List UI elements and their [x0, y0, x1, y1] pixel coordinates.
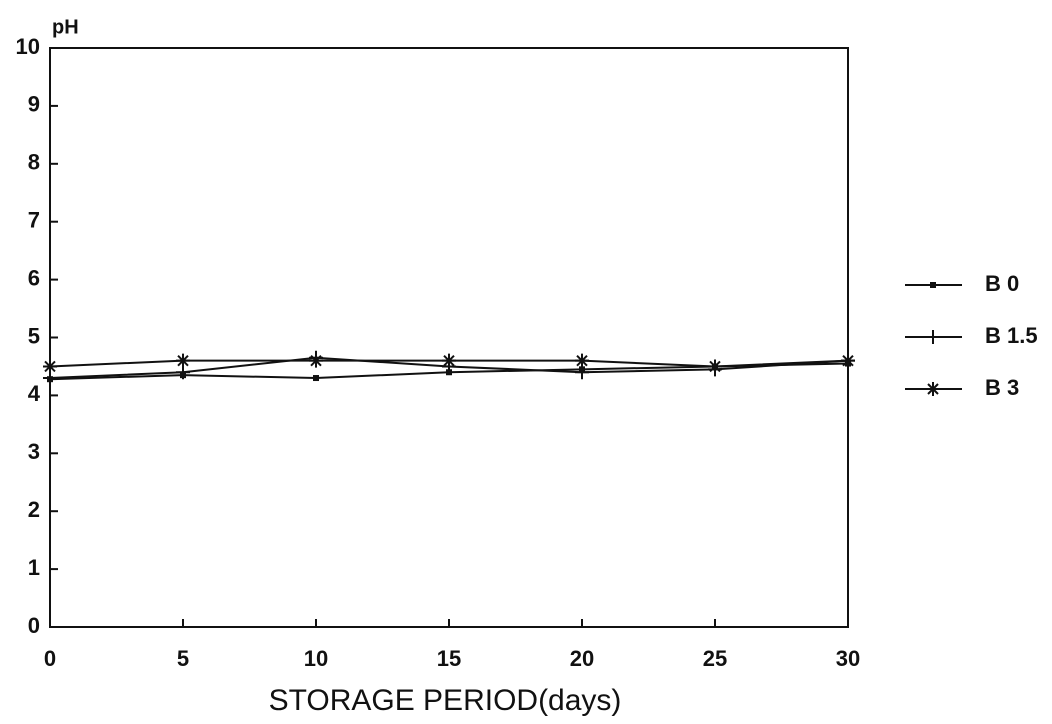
x-tick-label: 20 [570, 646, 594, 671]
y-tick-label: 3 [28, 439, 40, 464]
y-tick-label: 6 [28, 265, 40, 290]
marker [309, 353, 323, 368]
marker [176, 353, 190, 368]
legend-label: B 0 [985, 271, 1019, 296]
y-tick-label: 2 [28, 497, 40, 522]
y-axis-label: pH [52, 16, 79, 38]
y-tick-label: 0 [28, 613, 40, 638]
x-tick-label: 10 [304, 646, 328, 671]
marker [926, 382, 940, 396]
y-tick-label: 7 [28, 208, 40, 233]
marker [926, 330, 940, 344]
x-tick-label: 25 [703, 646, 727, 671]
plot-frame [49, 47, 849, 628]
x-tick-label: 30 [836, 646, 860, 671]
x-axis-label: STORAGE PERIOD(days) [269, 684, 622, 717]
legend-label: B 1.5 [985, 323, 1038, 348]
y-tick-label: 1 [28, 555, 40, 580]
marker [575, 353, 589, 368]
y-tick-label: 10 [16, 34, 40, 59]
x-tick-label: 5 [177, 646, 189, 671]
marker [313, 375, 319, 382]
y-tick-label: 5 [28, 323, 40, 348]
y-tick-label: 8 [28, 150, 40, 175]
x-tick-label: 15 [437, 646, 461, 671]
legend-label: B 3 [985, 375, 1019, 400]
marker [43, 359, 57, 374]
marker [708, 359, 722, 374]
x-tick-label: 0 [44, 646, 56, 671]
marker [442, 353, 456, 368]
y-tick-label: 4 [28, 381, 41, 406]
marker [930, 282, 936, 288]
y-tick-label: 9 [28, 92, 40, 117]
marker [841, 353, 855, 368]
